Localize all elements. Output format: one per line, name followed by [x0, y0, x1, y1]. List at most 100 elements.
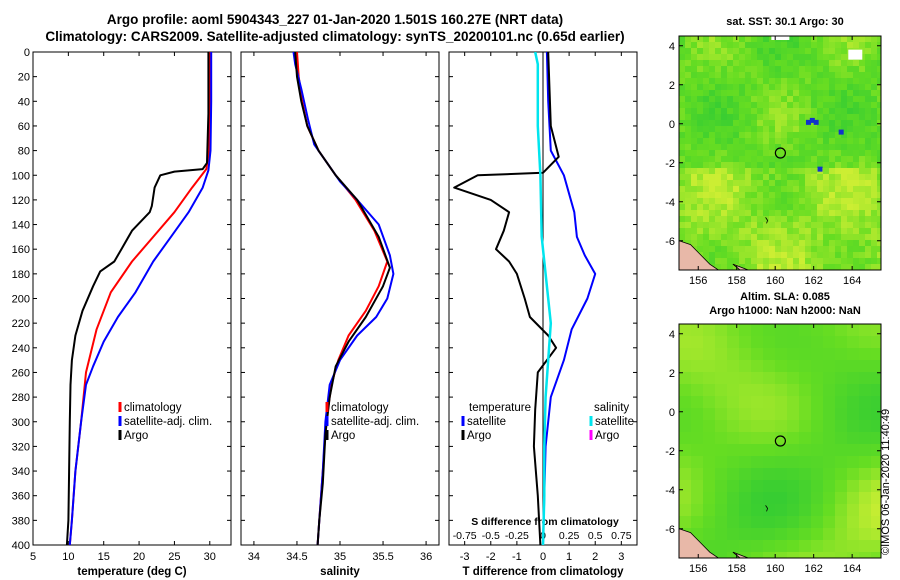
map-cell: [781, 126, 788, 133]
map-cell: [847, 114, 854, 121]
map-cell: [709, 180, 716, 187]
map-cell: [727, 216, 734, 223]
map-cell: [685, 234, 692, 241]
map-cell: [853, 228, 860, 235]
map-cell: [709, 96, 716, 103]
map-cell: [685, 102, 692, 109]
map-cell: [835, 324, 848, 337]
map-cell: [763, 54, 770, 61]
map-cell: [757, 204, 764, 211]
map-cell: [811, 192, 818, 199]
map-cell: [745, 84, 752, 91]
map-cell: [739, 84, 746, 91]
y-tick-label: 80: [18, 146, 30, 158]
map-cell: [781, 90, 788, 97]
map-cell: [769, 246, 776, 253]
map-cell: [811, 456, 824, 469]
map-cell: [793, 54, 800, 61]
map-cell: [697, 78, 704, 85]
map-cell: [835, 432, 848, 445]
island: [765, 505, 769, 512]
map-cell: [775, 120, 782, 127]
map-cell: [775, 384, 788, 397]
map-cell: [835, 456, 848, 469]
map-cell: [835, 114, 842, 121]
map-cell: [775, 150, 782, 157]
map-x-tick-label: 160: [766, 275, 784, 287]
map-cell: [829, 78, 836, 85]
map-cell: [709, 198, 716, 205]
map-cell: [757, 240, 764, 247]
map-cell: [829, 192, 836, 199]
map-cell: [727, 420, 740, 433]
map-cell: [847, 84, 854, 91]
map-cell: [775, 132, 782, 139]
map-cell: [865, 78, 872, 85]
map-cell: [799, 192, 806, 199]
map-cell: [763, 210, 770, 217]
map-cell: [715, 222, 722, 229]
map-cell: [841, 252, 848, 259]
map-cell: [859, 540, 872, 553]
map-cell: [721, 264, 728, 270]
map-cell: [817, 192, 824, 199]
map-cell: [739, 540, 752, 553]
x-tick-label: -2: [486, 551, 496, 563]
map-cell: [847, 126, 854, 133]
map-cell: [751, 540, 764, 553]
map-cell: [715, 258, 722, 265]
map-cell: [799, 384, 812, 397]
map-cell: [721, 180, 728, 187]
x-tick-label: 10: [62, 551, 74, 563]
map-cell: [751, 36, 758, 43]
map-cell: [697, 102, 704, 109]
map-cell: [853, 144, 860, 151]
map-cell: [781, 240, 788, 247]
map-cell: [859, 552, 872, 558]
map-cell: [757, 186, 764, 193]
map-cell: [877, 126, 881, 133]
map-cell: [715, 432, 728, 445]
map-cell: [847, 78, 854, 85]
map-cell: [697, 84, 704, 91]
map-cell: [685, 54, 692, 61]
map-cell: [811, 468, 824, 481]
map-cell: [691, 198, 698, 205]
map-cell: [859, 324, 872, 337]
map-cell: [757, 132, 764, 139]
map-cell: [733, 132, 740, 139]
map-cell: [685, 180, 692, 187]
map-cell: [793, 258, 800, 265]
cloud-mask: [771, 36, 790, 40]
map-cell: [787, 492, 800, 505]
map-cell: [829, 48, 836, 55]
map-cell: [745, 252, 752, 259]
map-cell: [835, 480, 848, 493]
map-cell: [781, 84, 788, 91]
map-cell: [745, 72, 752, 79]
map-cell: [787, 204, 794, 211]
map-cell: [805, 108, 812, 115]
map-cell: [691, 516, 704, 529]
map-cell: [727, 144, 734, 151]
map-cell: [721, 42, 728, 49]
map-cell: [841, 66, 848, 73]
map-cell: [859, 234, 866, 241]
map-cell: [703, 384, 716, 397]
x-tick-label: 20: [133, 551, 145, 563]
map-cell: [877, 216, 881, 223]
map-cell: [799, 504, 812, 517]
map-field: [679, 324, 881, 558]
map-cell: [859, 456, 872, 469]
map-cell: [697, 96, 704, 103]
map-cell: [859, 102, 866, 109]
map-cell: [691, 204, 698, 211]
map-cell: [769, 66, 776, 73]
map-cell: [703, 432, 716, 445]
map-y-tick-label: -4: [665, 485, 675, 497]
y-tick-label: 140: [12, 220, 30, 232]
map-cell: [745, 60, 752, 67]
map-cell: [775, 108, 782, 115]
y-tick-label: 280: [12, 392, 30, 404]
map-cell: [835, 216, 842, 223]
